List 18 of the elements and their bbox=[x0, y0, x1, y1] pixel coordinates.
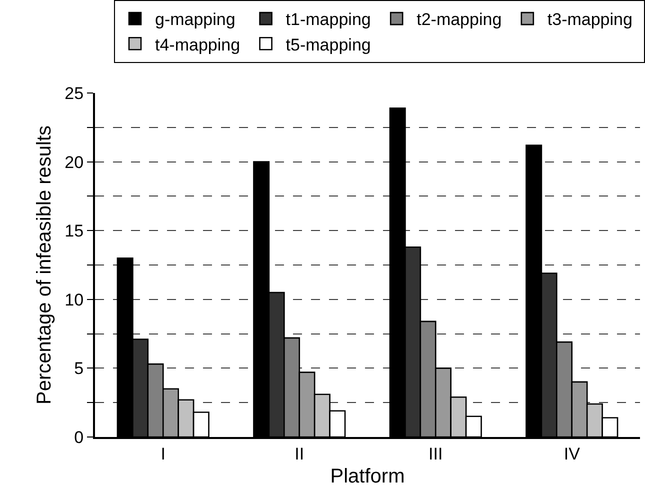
legend-label: t2-mapping bbox=[416, 10, 502, 30]
x-tick-label: IV bbox=[564, 444, 581, 464]
y-tick-label: 5 bbox=[74, 359, 84, 378]
x-tick-label: II bbox=[294, 444, 304, 464]
y-tick-label: 20 bbox=[64, 152, 84, 172]
legend-label: t5-mapping bbox=[286, 35, 371, 54]
x-tick-label: I bbox=[160, 444, 166, 464]
legend-label: t1-mapping bbox=[286, 10, 371, 30]
y-axis-title: Percentage of infeasible results bbox=[34, 125, 56, 405]
y-tick-label: 0 bbox=[74, 428, 84, 447]
x-tick-label: III bbox=[428, 444, 443, 464]
y-tick-label: 15 bbox=[64, 222, 84, 241]
y-tick-label: 10 bbox=[64, 290, 84, 310]
legend-label: t3-mapping bbox=[547, 10, 632, 30]
y-tick-label: 25 bbox=[64, 84, 84, 103]
legend-label: t4-mapping bbox=[155, 35, 240, 54]
legend-label: g-mapping bbox=[155, 10, 236, 30]
x-axis-title: Platform bbox=[330, 465, 405, 488]
